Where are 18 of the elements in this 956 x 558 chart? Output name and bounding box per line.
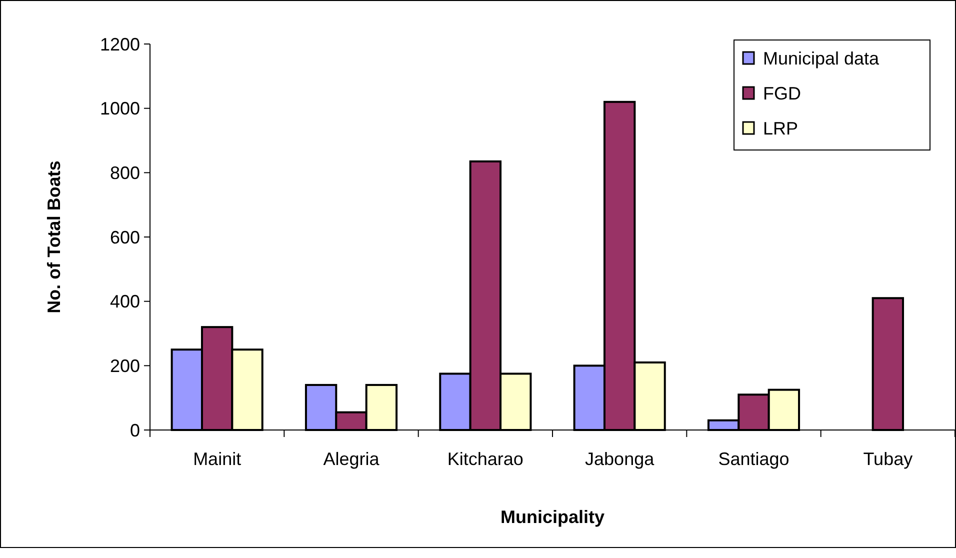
- y-tick-label: 0: [130, 420, 140, 440]
- x-tick-label: Santiago: [718, 449, 790, 469]
- y-tick-label: 800: [110, 162, 140, 183]
- y-tick-label: 1200: [100, 34, 140, 54]
- x-tick-label: Tubay: [863, 449, 913, 469]
- y-tick-label: 400: [110, 292, 140, 312]
- y-tick-label: 600: [110, 227, 140, 248]
- y-tick-label: 1000: [100, 98, 140, 119]
- y-axis-title: No. of Total Boats: [44, 160, 64, 314]
- legend-label: FGD: [763, 83, 801, 104]
- x-tick-label: Alegria: [323, 449, 380, 469]
- x-tick-label: Mainit: [193, 449, 242, 469]
- legend-label: LRP: [763, 118, 798, 138]
- legend-label: Municipal data: [763, 48, 880, 68]
- x-tick-label: Kitcharao: [447, 449, 524, 469]
- x-axis-title: Municipality: [500, 507, 605, 527]
- x-tick-label: Jabonga: [585, 449, 656, 469]
- y-tick-label: 200: [110, 356, 140, 376]
